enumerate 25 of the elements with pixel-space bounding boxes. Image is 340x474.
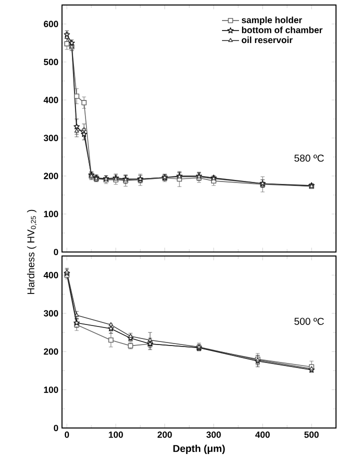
y-tick-label: 200 xyxy=(44,348,58,355)
x-tick-label: 400 xyxy=(255,432,270,438)
y-tick-label: 500 xyxy=(44,58,58,66)
y-tick-label: 400 xyxy=(44,272,58,278)
x-tick-label: 300 xyxy=(206,432,221,438)
legend-label: bottom of chamber xyxy=(242,26,322,34)
y-tick-label: 200 xyxy=(44,172,58,180)
x-axis-title: Depth (μm) xyxy=(173,444,225,454)
x-tick-label: 100 xyxy=(108,432,123,438)
legend-label: oil reservoir xyxy=(242,36,293,44)
annotation: 500 ºC xyxy=(294,318,324,325)
y-tick-label: 300 xyxy=(44,134,58,142)
x-tick-label: 500 xyxy=(304,432,319,438)
y-tick-label: 400 xyxy=(44,96,58,104)
y-tick-label: 300 xyxy=(44,310,58,316)
y-tick-label: 100 xyxy=(44,210,58,218)
legend-label: sample holder xyxy=(242,16,302,25)
y-tick-label: 0 xyxy=(54,424,58,432)
x-tick-label: 200 xyxy=(158,432,172,438)
y-tick-label: 100 xyxy=(44,386,58,393)
y-axis-title: Hardness ( HV$_{0,25}$ ) xyxy=(27,210,37,294)
annotation: 580 ºC xyxy=(294,154,324,162)
y-tick-label: 600 xyxy=(44,20,58,28)
x-tick-label: 0 xyxy=(64,432,70,438)
y-tick-label: 0 xyxy=(54,248,58,256)
